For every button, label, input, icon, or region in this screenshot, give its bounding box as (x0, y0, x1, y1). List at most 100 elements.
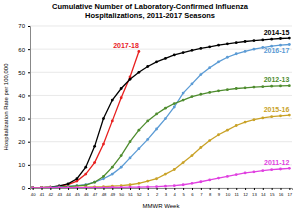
marker (40, 186, 43, 188)
marker (164, 185, 167, 188)
x-axis-line (31, 189, 293, 191)
series-line (33, 38, 290, 188)
y-tick-mark (28, 26, 30, 27)
marker (120, 96, 123, 99)
y-tick-mark (28, 165, 30, 166)
x-tick: 49 (110, 188, 115, 197)
marker (173, 184, 176, 187)
marker (226, 56, 229, 59)
marker (182, 161, 185, 164)
x-tick-mark (59, 188, 60, 190)
x-tick: 43 (57, 188, 62, 197)
x-axis: 4041424344454647484950515212345678910111… (31, 188, 293, 197)
marker (253, 86, 256, 89)
marker (76, 186, 79, 188)
x-tick-mark (272, 188, 273, 190)
x-tick: 10 (226, 188, 231, 197)
y-tick-label: 60 (18, 47, 25, 53)
x-tick: 6 (191, 188, 194, 197)
x-tick-label: 6 (191, 192, 194, 197)
y-tick-mark (28, 49, 30, 50)
marker (67, 186, 70, 188)
y-tick-label: 40 (18, 93, 25, 99)
marker (173, 168, 176, 171)
marker (253, 39, 256, 42)
markers (31, 114, 290, 188)
marker (235, 124, 238, 127)
marker (164, 117, 167, 120)
y-tick: 60 (18, 47, 30, 53)
x-tick-mark (183, 188, 184, 190)
x-tick: 13 (252, 188, 257, 197)
x-tick-mark (280, 188, 281, 190)
x-tick-label: 10 (226, 192, 231, 197)
x-tick-label: 40 (31, 192, 36, 197)
marker (146, 65, 149, 68)
marker (31, 186, 34, 188)
marker (244, 121, 247, 124)
plot: 0102030405060704041424344454647484950515… (18, 23, 293, 197)
marker (146, 180, 149, 183)
marker (58, 186, 61, 188)
marker (40, 186, 43, 188)
marker (217, 133, 220, 136)
y-tick-mark (28, 95, 30, 96)
x-tick-label: 45 (75, 192, 80, 197)
marker (49, 186, 52, 188)
y-tick: 10 (18, 162, 30, 168)
marker (111, 166, 114, 169)
x-tick-mark (68, 188, 69, 190)
marker (49, 186, 52, 188)
y-tick-label: 10 (18, 162, 25, 168)
marker (182, 183, 185, 186)
marker (288, 167, 291, 170)
y-tick-label: 0 (22, 185, 26, 191)
marker (191, 82, 194, 85)
x-tick: 40 (31, 188, 36, 197)
marker (279, 114, 282, 117)
x-tick-label: 46 (84, 192, 89, 197)
marker (217, 89, 220, 92)
marker (261, 85, 264, 88)
marker (129, 78, 132, 81)
marker (102, 185, 105, 188)
marker (288, 37, 291, 40)
marker (199, 73, 202, 76)
grid-line (30, 49, 292, 50)
x-tick-label: 49 (110, 192, 115, 197)
x-tick: 52 (137, 188, 142, 197)
x-tick-label: 52 (137, 192, 142, 197)
marker (155, 60, 158, 63)
series-group (31, 37, 290, 188)
y-tick-mark (28, 119, 30, 120)
x-tick-label: 15 (270, 192, 275, 197)
marker (191, 49, 194, 52)
x-tick-mark (86, 188, 87, 190)
marker (155, 177, 158, 180)
x-tick-label: 13 (252, 192, 257, 197)
marker (270, 115, 273, 118)
marker (208, 139, 211, 142)
marker (182, 92, 185, 95)
x-tick: 7 (200, 188, 203, 197)
y-tick: 30 (18, 116, 30, 122)
marker (217, 177, 220, 180)
marker (261, 116, 264, 119)
series-line (33, 115, 290, 188)
marker (137, 182, 140, 185)
x-tick-mark (50, 188, 51, 190)
x-tick-label: 8 (209, 192, 212, 197)
x-tick-label: 17 (288, 192, 293, 197)
x-tick-mark (210, 188, 211, 190)
marker (270, 168, 273, 171)
marker (226, 42, 229, 45)
series-line (33, 86, 290, 188)
marker (199, 180, 202, 183)
marker (120, 166, 123, 169)
marker (76, 177, 79, 180)
marker (288, 114, 291, 117)
x-tick-mark (227, 188, 228, 190)
marker (84, 173, 87, 176)
x-tick: 48 (102, 188, 107, 197)
x-tick-label: 1 (147, 192, 150, 197)
